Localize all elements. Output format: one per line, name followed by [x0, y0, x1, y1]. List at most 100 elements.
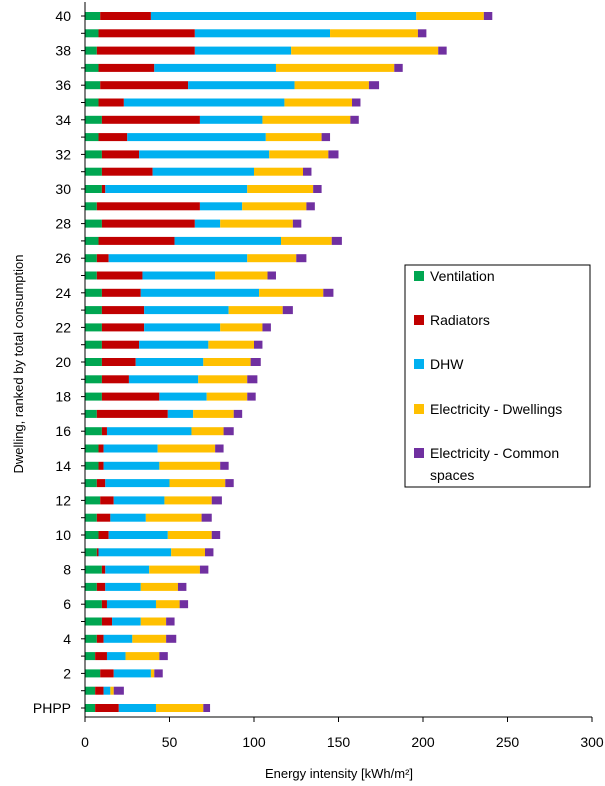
bar-segment-electricity-common-spaces-phpp — [203, 704, 211, 712]
legend: Ventilation Radiators DHW Electricity - Dwe… — [404, 264, 591, 488]
bar-segment-radiators-13 — [96, 479, 106, 488]
bar-segment-radiators-17 — [96, 409, 168, 418]
bar-segment-ventilation-5 — [85, 617, 102, 626]
bar-segment-radiators-30 — [101, 185, 106, 193]
bar-segment-electricity-dwellings-16 — [191, 427, 224, 436]
bar-segment-radiators-21 — [101, 340, 140, 349]
bar-segment-ventilation-17 — [85, 409, 97, 418]
bar-segment-dhw-19 — [128, 375, 199, 384]
bar-segment-electricity-dwellings-14 — [159, 461, 221, 470]
bar-segment-electricity-common-spaces-18 — [247, 392, 256, 401]
bar-segment-dhw-8 — [105, 565, 150, 574]
bar-segment-electricity-dwellings-12 — [164, 496, 212, 505]
bar-segment-electricity-dwellings-9 — [171, 548, 205, 557]
bar-segment-electricity-common-spaces-17 — [233, 409, 243, 418]
bar-segment-radiators-28 — [101, 219, 195, 228]
bar-segment-ventilation-25 — [85, 271, 97, 280]
bar-segment-dhw-35 — [123, 98, 285, 107]
bar-segment-electricity-common-spaces-8 — [199, 565, 209, 574]
bar-segment-ventilation-7 — [85, 582, 97, 591]
legend-swatch — [414, 448, 424, 458]
bar-segment-radiators-27 — [98, 236, 175, 245]
y-tick-label: 12 — [55, 492, 71, 508]
bar-segment-electricity-dwellings-8 — [149, 565, 200, 574]
bar-segment-radiators-19 — [101, 375, 129, 384]
bar-segment-electricity-dwellings-24 — [259, 288, 324, 297]
bar-segment-electricity-common-spaces-7 — [177, 582, 187, 591]
y-tick-label: 20 — [55, 354, 71, 370]
bar-segment-electricity-common-spaces-2 — [154, 669, 163, 678]
bar-segment-radiators-phpp — [95, 704, 119, 712]
bar-segment-electricity-common-spaces-5 — [166, 617, 175, 626]
bar-segment-electricity-dwellings-17 — [193, 409, 234, 418]
bar-segment-radiators-15 — [98, 444, 104, 453]
bar-segment-dhw-34 — [199, 115, 263, 124]
bar-segment-radiators-18 — [101, 392, 160, 401]
bar-segment-electricity-dwellings-20 — [203, 358, 251, 366]
bar-segment-ventilation-29 — [85, 202, 97, 211]
bar-segment-electricity-common-spaces-15 — [215, 444, 224, 453]
bar-segment-radiators-35 — [98, 98, 124, 107]
y-tick-label: 40 — [55, 8, 71, 24]
bar-segment-dhw-28 — [194, 219, 221, 228]
bar-segment-electricity-dwellings-39 — [330, 29, 418, 38]
y-tick-label: PHPP — [33, 700, 71, 716]
bar-segment-radiators-14 — [98, 461, 104, 470]
bar-segment-ventilation-14 — [85, 461, 99, 470]
bar-segment-radiators-23 — [101, 306, 145, 315]
bar-segment-electricity-common-spaces-31 — [303, 167, 312, 176]
bar-segment-electricity-dwellings-10 — [167, 531, 212, 539]
bar-segment-ventilation-23 — [85, 306, 102, 315]
bar-segment-dhw-7 — [105, 582, 141, 591]
bar-segment-electricity-common-spaces-10 — [211, 531, 221, 539]
bar-segment-electricity-common-spaces-40 — [483, 12, 493, 20]
bar-segment-ventilation-31 — [85, 167, 102, 176]
bar-segment-dhw-36 — [188, 81, 295, 90]
y-tick-label: 38 — [55, 43, 71, 59]
bar-segment-radiators-22 — [101, 323, 145, 332]
bar-segment-dhw-32 — [139, 150, 270, 159]
bar-segment-electricity-common-spaces-1 — [113, 686, 124, 695]
y-tick-label: 28 — [55, 216, 71, 232]
y-tick-label: 6 — [63, 596, 71, 612]
bar-segment-ventilation-28 — [85, 219, 102, 228]
bar-segment-ventilation-2 — [85, 669, 101, 678]
bar-segment-dhw-2 — [113, 669, 151, 678]
bar-segment-electricity-dwellings-34 — [262, 115, 351, 124]
bar-segment-radiators-29 — [96, 202, 200, 211]
y-tick-label: 22 — [55, 319, 71, 335]
x-tick-label: 200 — [411, 734, 435, 750]
bar-segment-dhw-6 — [106, 600, 156, 609]
bar-segment-electricity-dwellings-36 — [294, 81, 369, 90]
bar-segment-dhw-39 — [194, 29, 331, 38]
bar-segment-electricity-common-spaces-21 — [254, 340, 263, 349]
y-axis-title: Dwelling, ranked by total consumption — [11, 255, 26, 474]
bar-segment-ventilation-21 — [85, 340, 102, 349]
bar-segment-electricity-dwellings-25 — [215, 271, 268, 280]
bar-segment-ventilation-8 — [85, 565, 102, 574]
bar-segment-ventilation-27 — [85, 236, 99, 245]
bar-segment-dhw-10 — [108, 531, 168, 539]
bar-segment-electricity-dwellings-phpp — [155, 704, 204, 712]
bar-segment-radiators-26 — [96, 254, 109, 263]
bar-segment-electricity-dwellings-3 — [125, 652, 160, 661]
bar-segment-radiators-16 — [101, 427, 107, 436]
bar-segment-electricity-dwellings-5 — [140, 617, 167, 626]
bar-segment-radiators-20 — [101, 358, 136, 366]
bar-segment-ventilation-35 — [85, 98, 99, 107]
bar-segment-electricity-common-spaces-14 — [220, 461, 229, 470]
bar-segment-electricity-common-spaces-28 — [292, 219, 302, 228]
bar-segment-electricity-common-spaces-6 — [179, 600, 189, 609]
x-tick-label: 300 — [580, 734, 604, 750]
bar-segment-dhw-14 — [103, 461, 160, 470]
bar-segment-dhw-5 — [112, 617, 141, 626]
x-tick-label: 100 — [242, 734, 266, 750]
bar-segment-radiators-24 — [101, 288, 141, 297]
bar-segment-dhw-13 — [105, 479, 170, 488]
bar-segment-dhw-20 — [135, 358, 204, 366]
bar-segment-electricity-dwellings-27 — [281, 236, 332, 245]
bar-segment-electricity-dwellings-21 — [208, 340, 254, 349]
y-tick-label: 10 — [55, 527, 71, 543]
bar-segment-dhw-33 — [127, 133, 266, 142]
bar-segment-electricity-dwellings-2 — [150, 669, 155, 678]
